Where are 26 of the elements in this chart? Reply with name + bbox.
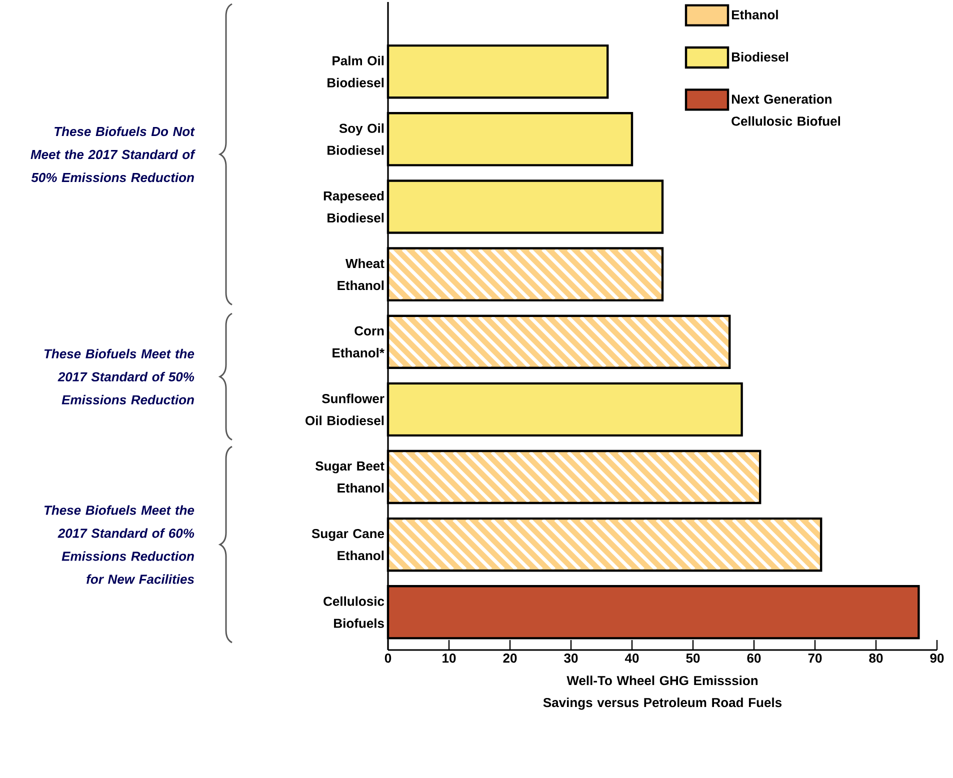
x-tick-label: 90 xyxy=(930,654,944,663)
y-tick-label: Wheat Ethanol xyxy=(338,258,384,290)
y-tick-label: Corn Ethanol* xyxy=(332,326,384,358)
x-tick-label: 0 xyxy=(384,654,392,663)
y-tick-label: Rapeseed Biodiesel xyxy=(324,190,384,223)
y-tick-label: Sunflower Oil Biodiesel xyxy=(306,394,384,426)
legend-label: Next Generation Cellulosic Biofuel xyxy=(732,94,840,126)
x-tick-label: 50 xyxy=(686,654,700,663)
y-tick-label: Sugar Beet Ethanol xyxy=(315,461,384,493)
y-tick-label: Cellulosic Biofuels xyxy=(324,596,384,628)
legend-label: Ethanol xyxy=(732,10,778,20)
y-tick-label: Palm Oil Biodiesel xyxy=(328,56,384,88)
x-tick-label: 80 xyxy=(869,654,883,663)
x-tick-label: 20 xyxy=(503,654,517,663)
x-axis-title: Well-To Wheel GHG Emisssion Savings versus Petroleum Road Fuels xyxy=(543,676,782,710)
text: These Biofuels Do Not Meet the 2017 Standard of 50% Emissions Reduction xyxy=(30,126,196,182)
x-tick-label: 30 xyxy=(564,654,578,663)
y-tick-label: Soy Oil Biodiesel xyxy=(328,123,384,155)
text: These Biofuels Meet the 2017 Standard of 60% Emissions Reduction for New Facilities xyxy=(44,505,194,584)
y-tick-label: Sugar Cane Ethanol xyxy=(312,528,384,560)
x-tick-label: 10 xyxy=(442,654,456,663)
x-tick-label: 60 xyxy=(747,654,761,663)
x-tick-label: 40 xyxy=(624,654,639,663)
text: These Biofuels Meet the 2017 Standard of 50% Emissions Reduction xyxy=(44,348,194,404)
legend-label: Biodiesel xyxy=(732,52,788,62)
x-tick-label: 70 xyxy=(808,654,822,663)
